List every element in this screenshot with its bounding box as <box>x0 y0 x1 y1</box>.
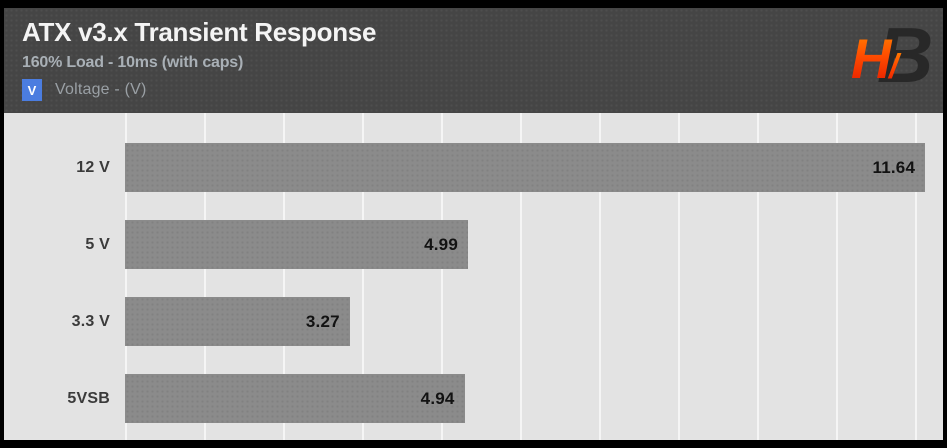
bar-row: 3.3 V 3.27 <box>4 283 943 360</box>
bar-track: 11.64 <box>125 143 943 192</box>
chart-title: ATX v3.x Transient Response <box>22 17 377 47</box>
legend: V Voltage - (V) <box>22 79 943 102</box>
bar-track: 4.99 <box>125 220 943 269</box>
chart-header: ATX v3.x Transient Response 160% Load - … <box>4 8 943 113</box>
bar-track: 4.94 <box>125 374 943 423</box>
bar: 4.94 <box>125 374 465 423</box>
legend-label: Voltage - (V) <box>55 81 147 99</box>
category-label: 12 V <box>76 158 110 176</box>
bar-value-label: 4.94 <box>420 388 455 408</box>
bar: 11.64 <box>125 143 926 192</box>
bar-row: 12 V 11.64 <box>4 129 943 206</box>
hardware-busters-logo: B / H <box>851 14 933 96</box>
bar-chart: 12 V 11.64 5 V 4.99 3.3 V 3.27 5VSB 4.94 <box>4 113 943 440</box>
category-label: 3.3 V <box>71 312 110 330</box>
bar-value-label: 3.27 <box>305 311 340 331</box>
bar: 3.27 <box>125 297 350 346</box>
bar-rows: 12 V 11.64 5 V 4.99 3.3 V 3.27 5VSB 4.94 <box>4 129 943 437</box>
bar-value-label: 4.99 <box>424 234 458 254</box>
bar-row: 5 V 4.99 <box>4 206 943 283</box>
legend-swatch-icon: V <box>22 79 42 102</box>
bar: 4.99 <box>125 220 468 269</box>
svg-text:/: / <box>887 48 902 86</box>
bar-row: 5VSB 4.94 <box>4 360 943 437</box>
svg-text:H: H <box>851 27 893 90</box>
bar-track: 3.27 <box>125 297 943 346</box>
bar-value-label: 11.64 <box>872 157 916 177</box>
category-label: 5VSB <box>67 389 110 407</box>
category-label: 5 V <box>85 235 110 253</box>
chart-subtitle: 160% Load - 10ms (with caps) <box>22 54 244 72</box>
svg-text:B: B <box>877 14 933 96</box>
